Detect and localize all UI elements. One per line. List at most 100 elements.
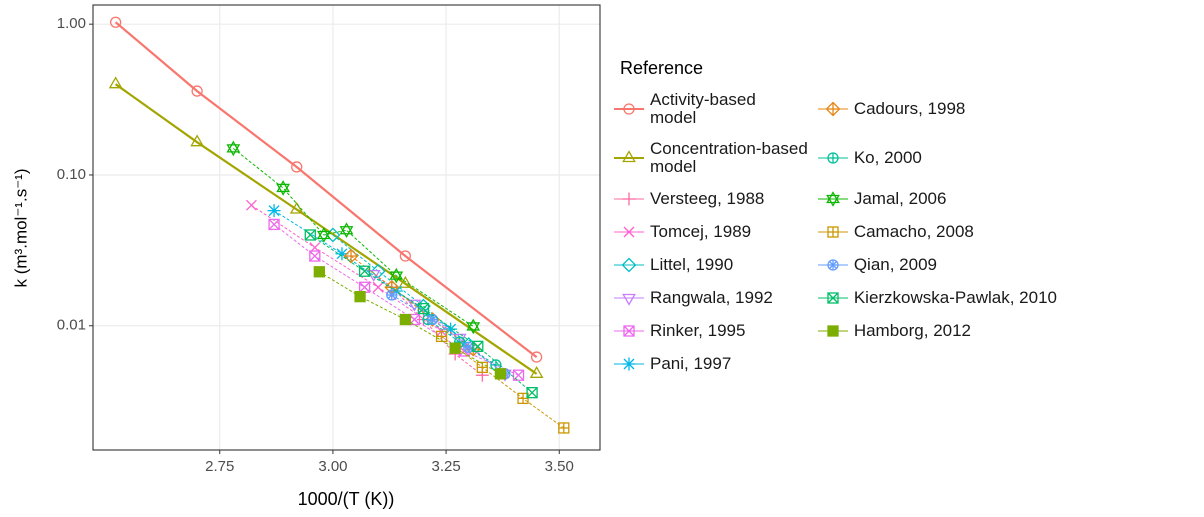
legend-label: Rinker, 1995 — [650, 321, 746, 340]
x-tick-label: 3.25 — [431, 458, 460, 475]
legend-item: Camacho, 2008 — [816, 222, 1057, 242]
data-point — [529, 366, 544, 378]
marker-part — [399, 313, 411, 326]
marker-part — [190, 134, 204, 147]
marker-part — [276, 183, 290, 196]
y-tick-label: 0.10 — [57, 166, 86, 183]
marker-part — [472, 340, 484, 353]
y-tick-label: 0.01 — [57, 317, 86, 334]
data-point — [472, 340, 484, 353]
legend-item: Ko, 2000 — [816, 140, 1057, 176]
data-point — [417, 302, 430, 315]
marker-part — [316, 230, 331, 243]
marker-part — [268, 218, 280, 230]
data-point — [191, 85, 203, 97]
x-tick-label: 3.00 — [318, 458, 347, 475]
marker-part — [304, 229, 316, 241]
marker-part — [825, 194, 840, 207]
y-axis-title: k (m³.mol⁻¹.s⁻¹) — [11, 169, 30, 288]
legend-item: Versteeg, 1988 — [612, 189, 808, 209]
legend-key-marker — [825, 101, 841, 117]
marker-part — [226, 140, 241, 153]
legend-item: Hamborg, 2012 — [816, 321, 1057, 341]
marker-part — [226, 144, 241, 157]
marker-part — [354, 290, 366, 303]
marker-part — [304, 229, 316, 241]
data-point — [358, 265, 371, 277]
marker-part — [512, 369, 525, 381]
data-point — [276, 180, 290, 196]
data-point — [389, 267, 404, 284]
data-point — [267, 204, 281, 218]
x-tick-label: 2.75 — [205, 458, 234, 475]
data-point — [339, 222, 354, 239]
marker-part — [621, 257, 637, 273]
data-point — [108, 76, 123, 89]
marker-part — [623, 103, 635, 115]
marker-part — [827, 325, 839, 337]
legend-item: Activity-based model — [612, 91, 808, 127]
series-line — [441, 336, 565, 429]
data-point — [526, 387, 538, 399]
marker-part — [417, 303, 429, 315]
legend-title: Reference — [620, 58, 704, 78]
y-tick-label: 1.00 — [57, 15, 86, 32]
marker-part — [827, 292, 839, 304]
series-line — [114, 83, 538, 375]
legend-key-marker — [621, 257, 637, 273]
marker-part — [398, 275, 413, 288]
marker-part — [339, 226, 354, 239]
data-point — [399, 313, 411, 326]
legend-label: Rangwala, 1992 — [650, 288, 773, 307]
data-point — [517, 392, 529, 405]
marker-part — [464, 343, 473, 352]
series-line — [273, 224, 519, 376]
series-line — [350, 255, 474, 350]
legend-item: Jamal, 2006 — [816, 189, 1057, 209]
legend-key-marker — [825, 191, 840, 207]
marker-part — [358, 265, 371, 277]
series-line — [114, 21, 538, 358]
x-axis-title: 1000/(T (K)) — [298, 489, 395, 509]
legend-item: Rinker, 1995 — [612, 321, 808, 341]
legend-key — [614, 257, 644, 273]
marker-part — [445, 323, 457, 335]
marker-part — [449, 342, 461, 354]
legend-label: Camacho, 2008 — [853, 222, 974, 241]
legend-key-marker — [827, 325, 839, 337]
data-point — [398, 275, 413, 288]
legend-label: Littel, 1990 — [650, 255, 734, 274]
marker-part — [623, 325, 635, 337]
data-point — [558, 422, 570, 434]
data-point — [435, 330, 448, 343]
legend-key — [817, 259, 848, 271]
legend-key — [614, 226, 644, 238]
marker-part — [623, 226, 635, 238]
legend-label: Kierzkowska-Pawlak, 2010 — [853, 288, 1057, 307]
legend-key — [817, 191, 848, 207]
marker-part — [526, 387, 538, 399]
legend-item: Qian, 2009 — [816, 255, 1057, 275]
legend-label: Qian, 2009 — [853, 255, 938, 274]
data-point — [494, 368, 507, 380]
legend-key — [817, 101, 848, 117]
data-point — [466, 318, 481, 335]
legend-item: Rangwala, 1992 — [612, 288, 808, 308]
data-point — [530, 351, 543, 363]
data-point — [372, 281, 384, 293]
marker-part — [417, 302, 430, 315]
series-line — [319, 271, 501, 375]
legend-item: Littel, 1990 — [612, 255, 808, 275]
marker-part — [623, 325, 635, 337]
marker-part — [827, 292, 839, 304]
marker-part — [313, 266, 325, 278]
legend-label: Hamborg, 2012 — [853, 321, 972, 340]
data-point — [449, 342, 461, 354]
plot-border — [92, 4, 601, 451]
legend-key — [614, 150, 644, 163]
series-line — [332, 234, 470, 345]
legend-item: Tomcej, 1989 — [612, 222, 808, 242]
marker-part — [622, 150, 636, 163]
marker-part — [316, 227, 331, 240]
series-line — [391, 286, 483, 376]
